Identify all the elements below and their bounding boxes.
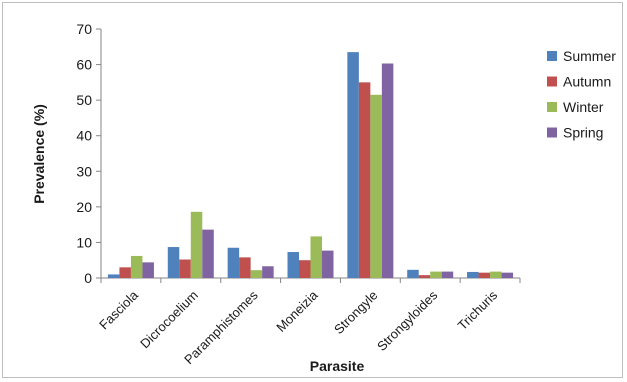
- chart-frame: [2, 2, 623, 378]
- bar-spring: [441, 271, 454, 278]
- bar-winter: [430, 271, 442, 278]
- x-tick-label: Dicrocoelium: [137, 288, 201, 352]
- bar-autumn: [119, 267, 131, 278]
- y-axis-title: Prevalence (%): [31, 104, 47, 204]
- bar-summer: [227, 247, 240, 278]
- x-tick-label: Moneizia: [273, 287, 321, 335]
- bar-winter: [370, 94, 382, 278]
- legend-label-summer: Summer: [563, 48, 616, 64]
- y-tick-label: 50: [76, 92, 92, 108]
- bar-winter: [190, 211, 203, 278]
- bar-winter: [130, 255, 143, 278]
- bar-spring: [202, 229, 214, 278]
- bar-summer: [167, 247, 180, 278]
- x-tick-label: Strongyle: [331, 288, 380, 337]
- legend-swatch-winter: [547, 102, 557, 112]
- bar-autumn: [418, 275, 431, 278]
- y-tick-label: 0: [84, 270, 92, 286]
- y-tick-label: 20: [76, 199, 92, 215]
- y-tick-label: 60: [76, 57, 92, 73]
- bar-autumn: [478, 272, 491, 278]
- y-tick-label: 10: [76, 234, 92, 250]
- x-tick-label: Trichuris: [455, 287, 501, 333]
- bar-autumn: [179, 259, 191, 278]
- bar-spring: [381, 63, 394, 278]
- y-tick-label: 40: [76, 128, 92, 144]
- axes: 010203040506070FasciolaDicrocoeliumParam…: [76, 21, 521, 367]
- bar-autumn: [239, 257, 251, 278]
- bar-spring: [262, 266, 274, 278]
- legend-swatch-spring: [547, 127, 557, 138]
- legend-swatch-autumn: [547, 76, 557, 87]
- bar-winter: [490, 271, 502, 278]
- bar-summer: [347, 52, 359, 278]
- bar-winter: [310, 236, 322, 278]
- legend-label-spring: Spring: [563, 125, 603, 141]
- bars: [107, 52, 514, 278]
- bar-summer: [407, 269, 419, 278]
- y-tick-label: 70: [76, 21, 92, 37]
- y-tick-label: 30: [76, 163, 92, 179]
- bar-summer: [107, 274, 120, 278]
- x-axis-title: Parasite: [310, 358, 365, 374]
- bar-spring: [501, 272, 514, 278]
- bar-spring: [322, 250, 334, 278]
- bar-summer: [287, 252, 299, 278]
- bar-summer: [467, 271, 479, 278]
- x-tick-label: Fasciola: [96, 287, 141, 332]
- bar-spring: [142, 262, 154, 278]
- legend-label-autumn: Autumn: [563, 74, 611, 90]
- legend: Summer Autumn Winter Spring: [547, 48, 616, 141]
- legend-label-winter: Winter: [563, 99, 604, 115]
- x-tick-label: Strongyloides: [374, 287, 441, 354]
- bar-winter: [250, 270, 263, 278]
- bar-autumn: [358, 82, 371, 278]
- legend-swatch-summer: [547, 51, 557, 61]
- bar-autumn: [299, 260, 311, 278]
